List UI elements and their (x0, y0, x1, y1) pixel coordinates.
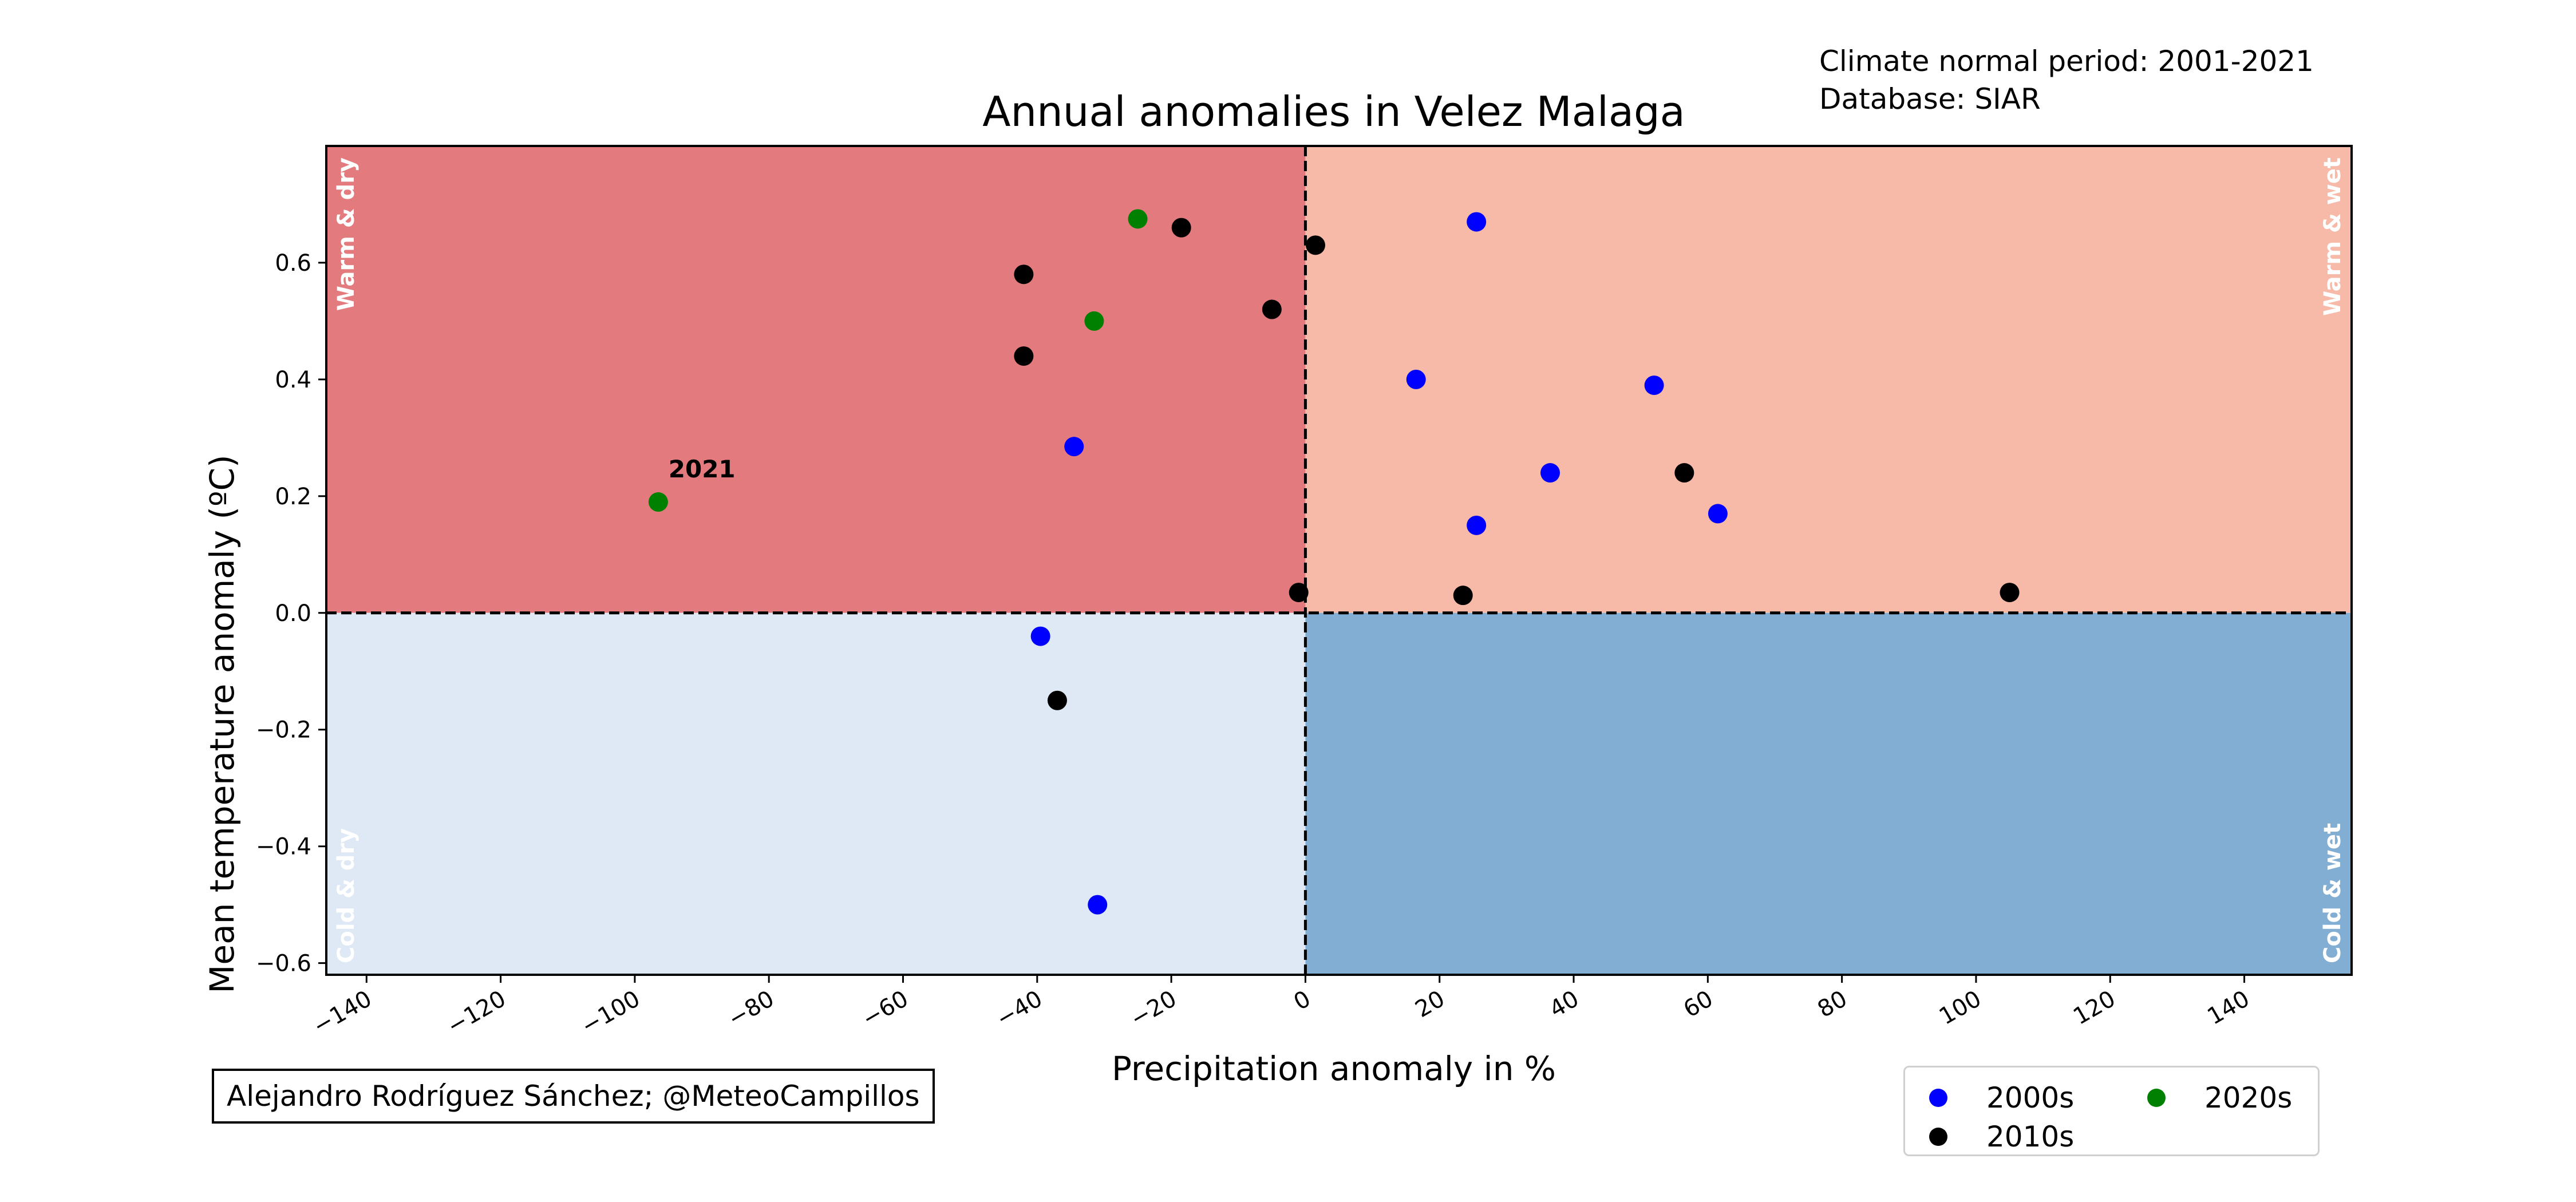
quadrant-warm-wet (1305, 146, 2352, 613)
legend-label-2020s: 2020s (2204, 1081, 2293, 1114)
legend-item-2010s: 2010s (1905, 1120, 2074, 1153)
point-2010s (1047, 690, 1067, 710)
point-2000s (1467, 212, 1487, 232)
quadrant-cold-wet (1305, 612, 2352, 975)
legend-marker-2000s (1929, 1089, 1947, 1107)
point-2000s (1064, 437, 1084, 457)
point-2000s (1467, 515, 1487, 535)
x-tick-label: −60 (858, 986, 912, 1033)
point-2010s (1171, 218, 1191, 238)
y-tick-label: −0.6 (256, 951, 311, 977)
plot-frame (325, 145, 2353, 976)
point-2000s (1088, 895, 1108, 915)
legend-marker-2010s (1929, 1128, 1947, 1146)
legend-label-2000s: 2000s (1986, 1081, 2075, 1114)
legend-item-2000s: 2000s (1905, 1081, 2074, 1114)
x-tick-label: 140 (2203, 986, 2254, 1030)
legend-marker-2020s (2147, 1089, 2166, 1107)
author-credit-text: Alejandro Rodríguez Sánchez; @MeteoCampi… (227, 1080, 920, 1113)
x-tick-label: 20 (1411, 986, 1449, 1023)
point-2010s (1014, 346, 1034, 366)
quadrant-label-warm-wet: Warm & wet (2320, 157, 2346, 316)
x-tick-label: 100 (1935, 986, 1986, 1030)
point-2000s (1030, 626, 1050, 646)
point-2010s (1014, 264, 1034, 284)
quadrant-label-warm-dry: Warm & dry (333, 157, 359, 311)
point-2020s (1084, 311, 1104, 331)
author-credit-box: Alejandro Rodríguez Sánchez; @MeteoCampi… (212, 1069, 935, 1124)
y-tick-label: 0.4 (275, 367, 311, 393)
x-tick-label: −100 (577, 986, 645, 1040)
point-2000s (1644, 375, 1664, 396)
x-tick-label: 120 (2069, 986, 2120, 1030)
point-2010s (1262, 299, 1282, 319)
database-note: Database: SIAR (1819, 82, 2041, 116)
x-tick-label: −120 (442, 986, 510, 1040)
x-tick-label: 60 (1679, 986, 1717, 1023)
legend: 2000s 2010s 2020s (1903, 1066, 2320, 1156)
y-axis-label: Mean temperature anomaly (ºC) (203, 454, 242, 993)
x-tick-label: −20 (1126, 986, 1181, 1033)
point-2000s (1708, 504, 1728, 524)
quadrant-label-cold-dry: Cold & dry (333, 828, 359, 963)
x-tick-label: 0 (1289, 986, 1315, 1016)
climate-normal-period-note: Climate normal period: 2001-2021 (1819, 45, 2314, 78)
y-tick-label: 0.6 (275, 250, 311, 276)
point-2000s (1406, 369, 1426, 389)
point-2020s (648, 492, 668, 512)
y-tick-label: 0.0 (275, 600, 311, 627)
point-2010s (1289, 583, 1309, 603)
quadrant-warm-dry (326, 146, 1306, 613)
legend-label-2010s: 2010s (1986, 1120, 2075, 1153)
x-axis-label: Precipitation anomaly in % (1112, 1049, 1556, 1088)
point-2010s (1453, 586, 1473, 606)
chart-title: Annual anomalies in Velez Malaga (982, 88, 1685, 136)
quadrant-cold-dry (326, 612, 1306, 975)
legend-item-2020s: 2020s (2123, 1081, 2292, 1114)
point-2010s (2000, 583, 2020, 603)
point-2010s (1305, 235, 1325, 255)
x-tick-label: −80 (724, 986, 779, 1033)
y-tick-label: −0.4 (256, 834, 311, 860)
quadrant-label-cold-wet: Cold & wet (2320, 823, 2346, 963)
point-2010s (1674, 463, 1694, 483)
point-2000s (1540, 463, 1560, 483)
x-tick-label: −140 (309, 986, 376, 1040)
x-tick-label: −40 (992, 986, 1047, 1033)
x-tick-label: 40 (1545, 986, 1583, 1023)
annotation-2021: 2021 (669, 455, 736, 483)
point-2020s (1128, 209, 1148, 229)
y-tick-label: 0.2 (275, 484, 311, 510)
y-tick-label: −0.2 (256, 717, 311, 744)
x-tick-label: 80 (1814, 986, 1852, 1023)
